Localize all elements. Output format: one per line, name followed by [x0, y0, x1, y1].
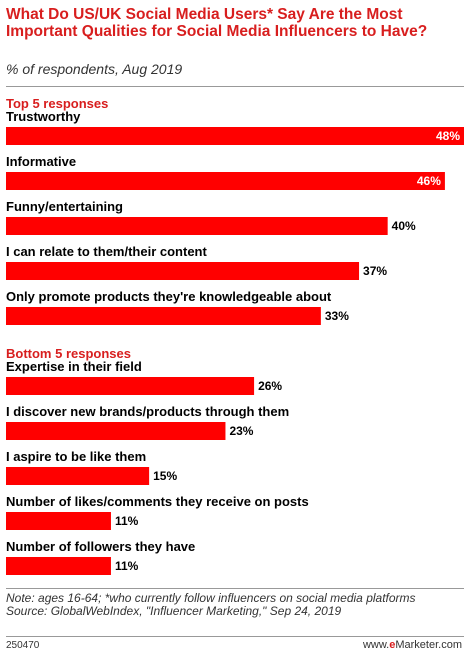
data-label: 26%	[258, 379, 282, 393]
bar	[6, 127, 464, 145]
category-label: Number of likes/comments they receive on…	[6, 494, 309, 509]
chart-footnote: Note: ages 16-64; *who currently follow …	[6, 592, 462, 618]
chart-subtitle: % of respondents, Aug 2019	[6, 61, 183, 77]
emarketer-logo: www.eMarketer.com	[363, 639, 462, 651]
category-label: Only promote products they're knowledgea…	[6, 289, 332, 304]
brand-e: e	[389, 639, 396, 651]
category-label: Funny/entertaining	[6, 199, 123, 214]
data-label: 15%	[153, 469, 177, 483]
category-label: Informative	[6, 154, 76, 169]
chart-title: What Do US/UK Social Media Users* Say Ar…	[6, 6, 428, 40]
category-label: I can relate to them/their content	[6, 244, 207, 259]
data-label: 11%	[115, 559, 139, 573]
bar	[6, 422, 226, 440]
group-label-1: Top 5 responses	[6, 96, 108, 111]
bar	[6, 217, 388, 235]
bar	[6, 262, 360, 280]
data-label: 46%	[417, 174, 441, 188]
data-label: 33%	[325, 309, 349, 323]
data-label: 40%	[392, 219, 416, 233]
bar	[6, 557, 111, 575]
data-label: 48%	[436, 129, 460, 143]
category-label: Number of followers they have	[6, 539, 195, 554]
category-label: I discover new brands/products through t…	[6, 404, 289, 419]
category-label: Trustworthy	[6, 109, 81, 124]
bar	[6, 467, 150, 485]
group-label-2: Bottom 5 responses	[6, 346, 131, 361]
chart-id: 250470	[6, 640, 40, 651]
note-text: Note: ages 16-64; *who currently follow …	[6, 591, 416, 605]
footer-divider	[6, 636, 464, 637]
category-label: I aspire to be like them	[6, 449, 146, 464]
top-divider	[6, 86, 464, 87]
data-label: 23%	[229, 424, 253, 438]
brand-suffix: Marketer.com	[395, 639, 462, 651]
bar	[6, 172, 445, 190]
category-label: Expertise in their field	[6, 359, 142, 374]
source-text: Source: GlobalWebIndex, "Influencer Mark…	[6, 604, 342, 618]
bottom-divider	[6, 588, 464, 589]
data-label: 37%	[363, 264, 387, 278]
brand-prefix: www.	[362, 639, 390, 651]
data-label: 11%	[115, 514, 139, 528]
bar	[6, 307, 321, 325]
bar	[6, 377, 255, 395]
bar	[6, 512, 111, 530]
